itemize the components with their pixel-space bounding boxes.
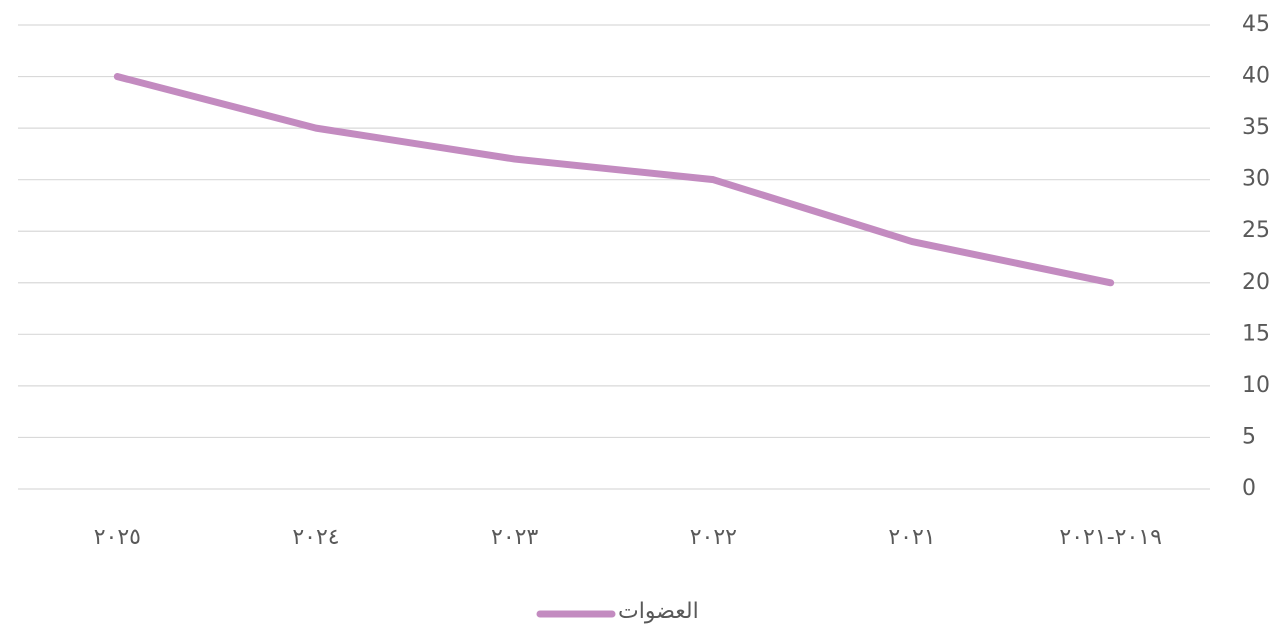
x-tick-label: ٢٠٢٤ <box>292 525 339 550</box>
y-tick-label: 5 <box>1242 424 1256 449</box>
legend-label: العضوات <box>618 599 699 624</box>
y-tick-label: 25 <box>1242 218 1270 243</box>
y-tick-label: 15 <box>1242 321 1270 346</box>
line-series <box>113 73 1115 287</box>
y-tick-label: 35 <box>1242 115 1270 140</box>
x-tick-label: ٢٠٢٥ <box>94 525 141 550</box>
y-tick-label: 0 <box>1242 476 1256 501</box>
y-tick-label: 45 <box>1242 12 1270 37</box>
y-tick-label: 30 <box>1242 167 1270 192</box>
x-tick-label: ٢٠٢٣ <box>491 525 538 550</box>
y-tick-label: 40 <box>1242 64 1270 89</box>
x-tick-label: ٢٠٢٢ <box>690 525 737 550</box>
x-tick-label: ٢٠١٩-٢٠٢١ <box>1059 525 1161 550</box>
x-tick-label: ٢٠٢١ <box>888 525 935 550</box>
y-tick-label: 20 <box>1242 270 1270 295</box>
y-tick-label: 10 <box>1242 373 1270 398</box>
